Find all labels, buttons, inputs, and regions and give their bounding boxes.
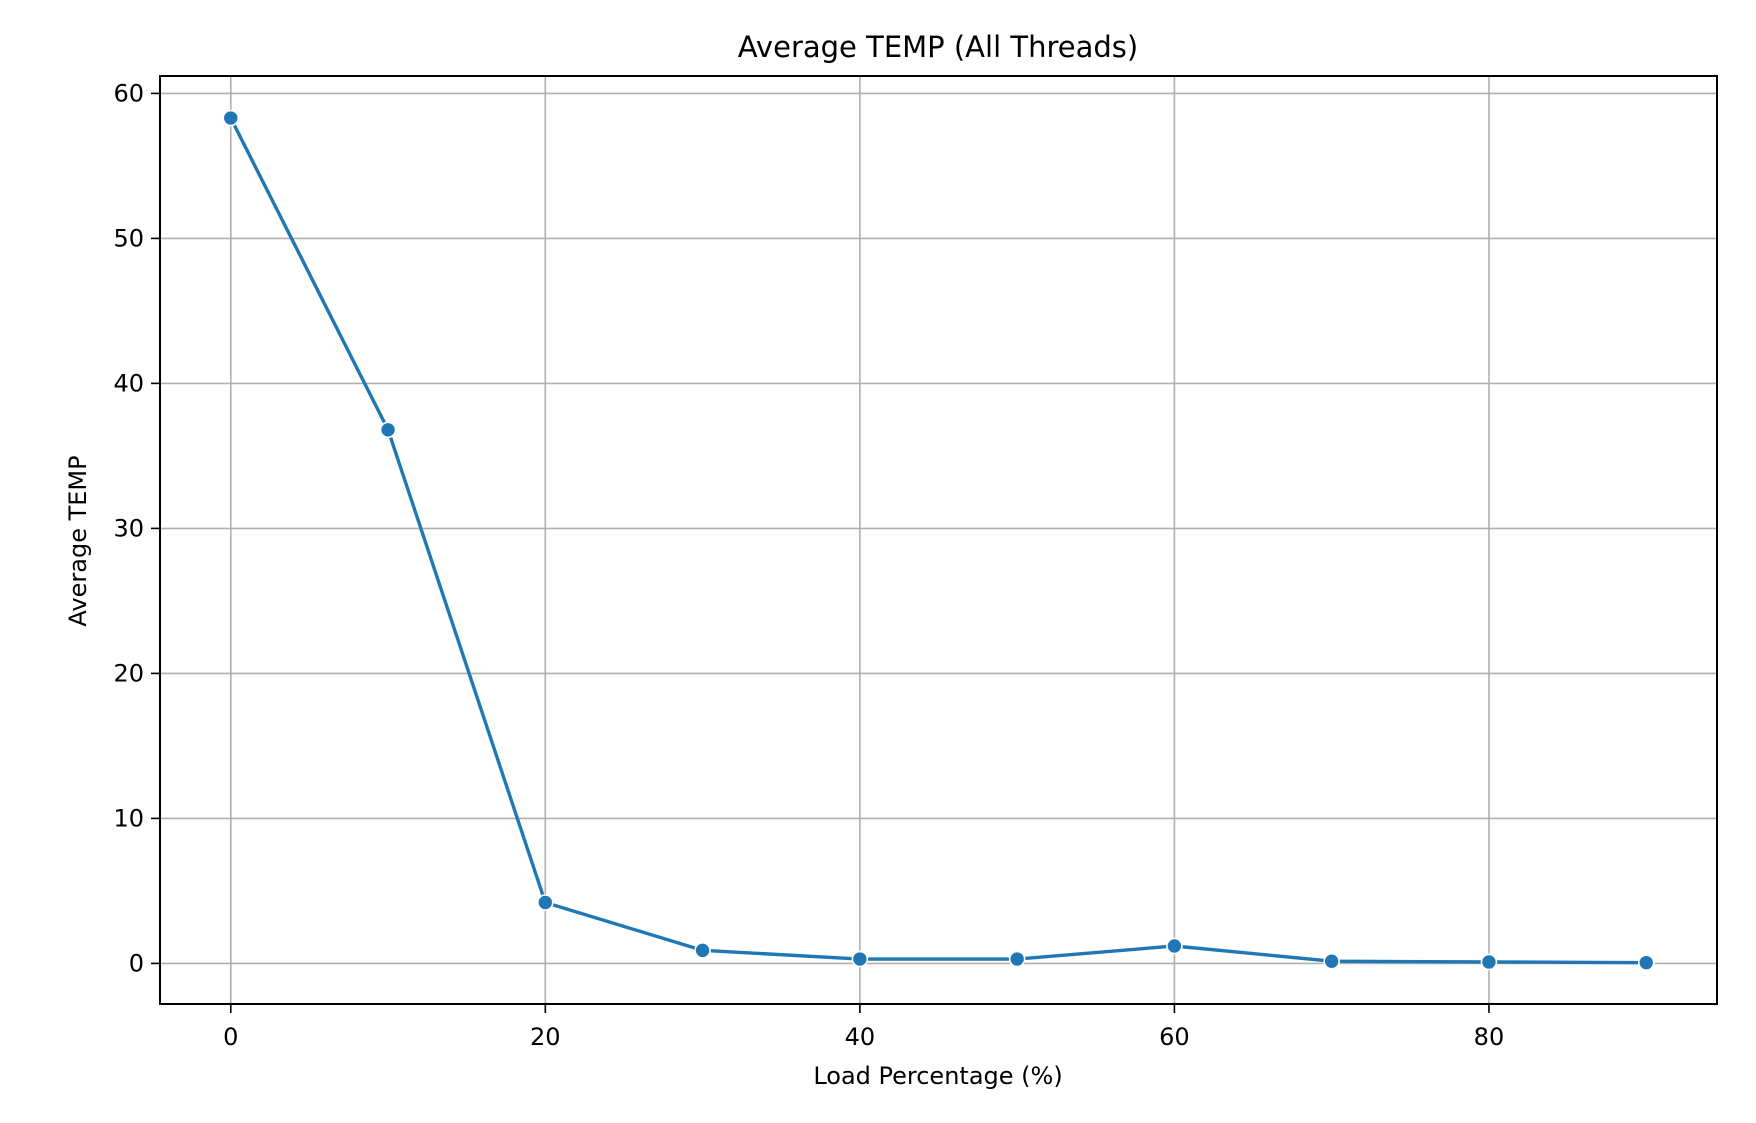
axis-ticks: 0 20 40 60 80 0 10 20 30 40 50 60 (113, 79, 1504, 1051)
x-axis-title: Load Percentage (%) (813, 1062, 1062, 1090)
x-tick-label: 40 (845, 1023, 876, 1051)
plot-frame (159, 75, 1718, 1005)
x-tick-label: 20 (530, 1023, 561, 1051)
x-tick-label: 60 (1159, 1023, 1190, 1051)
data-point (1166, 937, 1183, 955)
data-point (379, 421, 397, 439)
y-tick-label: 40 (113, 369, 144, 397)
y-tick-label: 30 (113, 514, 144, 542)
y-axis-title: Average TEMP (64, 455, 92, 626)
y-tick-label: 10 (113, 804, 144, 832)
data-point (694, 942, 711, 959)
y-tick-label: 0 (129, 949, 144, 977)
data-point (537, 894, 554, 911)
series-layer (222, 109, 1655, 971)
series-line (229, 116, 1648, 965)
data-point (1008, 950, 1026, 968)
data-point (1323, 952, 1340, 970)
data-point (222, 109, 240, 127)
x-tick-label: 80 (1474, 1023, 1505, 1051)
data-point (851, 950, 869, 968)
y-tick-label: 20 (113, 659, 144, 687)
data-point (1480, 953, 1498, 971)
data-point (1637, 954, 1655, 971)
y-tick-label: 60 (113, 79, 144, 107)
y-tick-label: 50 (113, 224, 144, 252)
chart-title: Average TEMP (All Threads) (738, 30, 1138, 64)
x-tick-label: 0 (223, 1023, 238, 1051)
